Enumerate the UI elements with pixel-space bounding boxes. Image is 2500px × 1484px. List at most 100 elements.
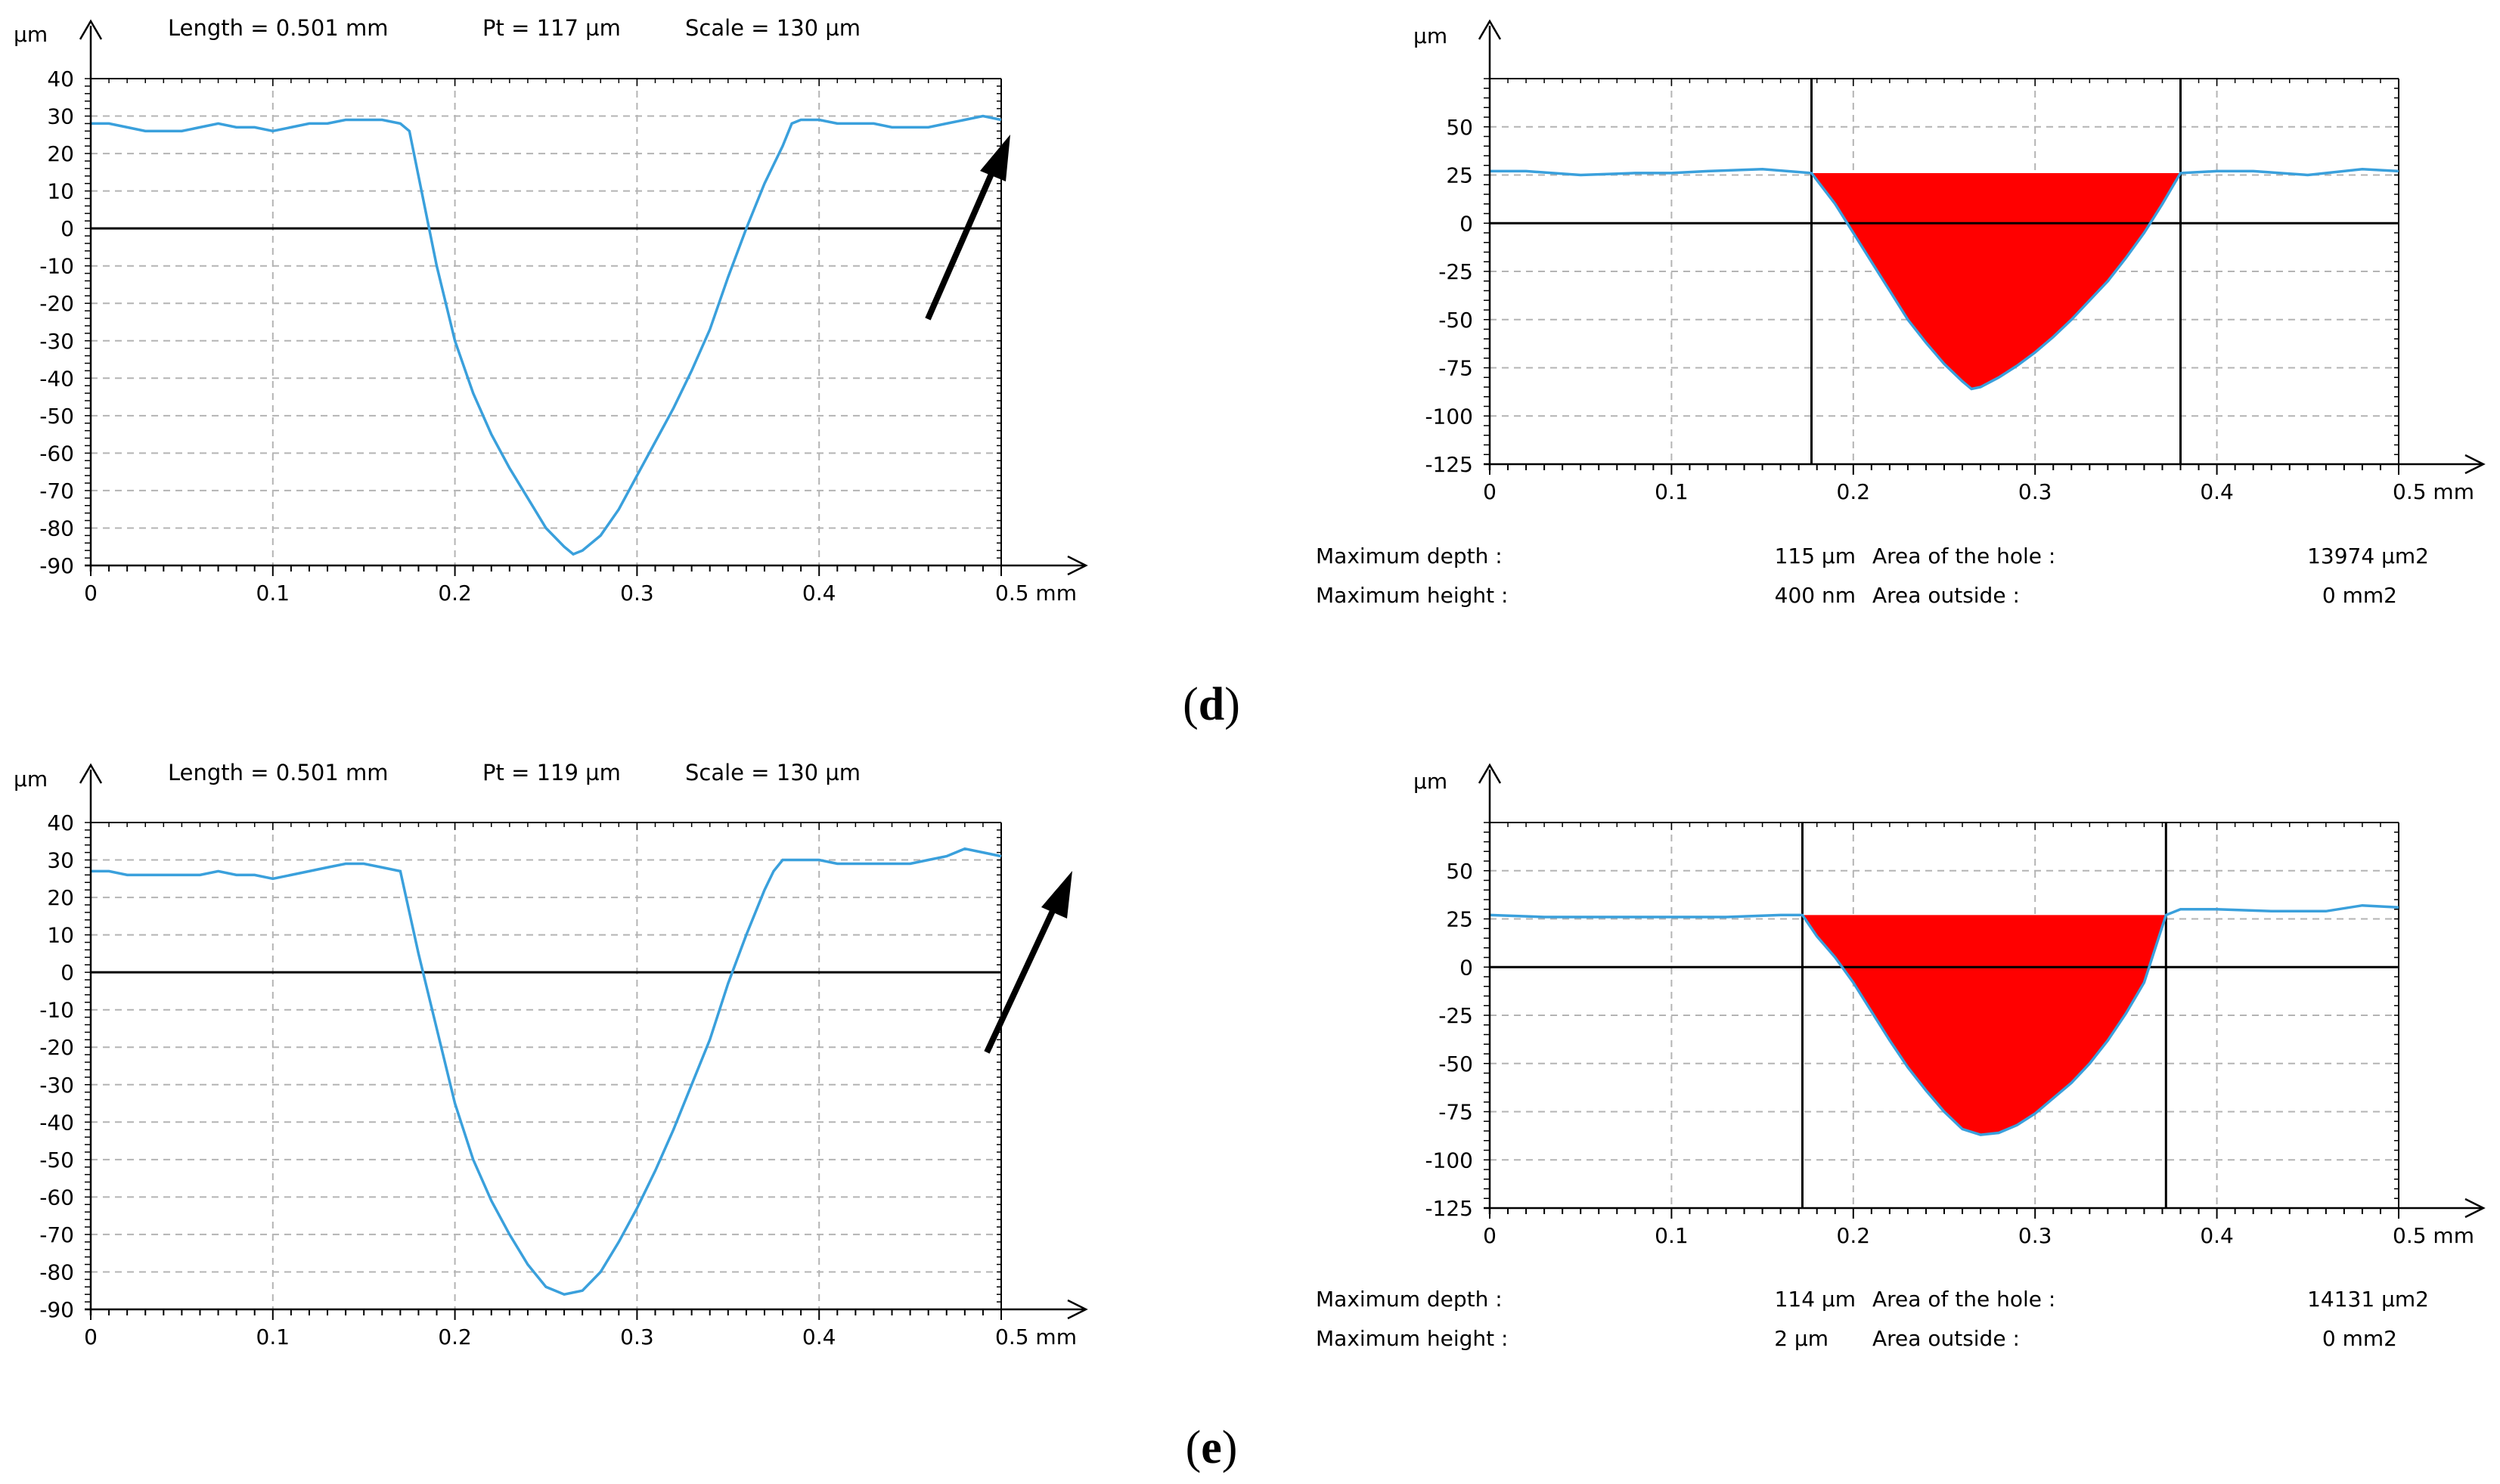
e-right-xtick-label: 0.4 [2200, 1223, 2234, 1248]
d-stat-area-hole-value: 13974 µm2 [2307, 544, 2429, 569]
panel-label-d: (d) [1183, 679, 1240, 730]
d-left-ytick-label: 40 [47, 67, 74, 91]
d-right-ytick-label: 0 [1459, 211, 1473, 236]
d-right-stats: Maximum depth : 115 µm Area of the hole … [1316, 544, 2429, 608]
e-stat-max-height-value: 2 µm [1774, 1326, 1828, 1351]
e-right-profile-line [1489, 903, 2399, 1136]
d-stat-max-height-label: Maximum height : [1316, 583, 1508, 608]
d-right-ytick-label: -100 [1425, 404, 1473, 429]
e-right-stats: Maximum depth : 114 µm Area of the hole … [1316, 1287, 2429, 1351]
d-left-header-pt: Pt = 117 µm [482, 15, 621, 41]
d-left-ytick-label: -90 [39, 553, 74, 578]
d-left-xtick-label: 0.3 [620, 581, 654, 606]
e-left-header-length: Length = 0.501 mm [168, 760, 389, 785]
e-left-ytick-label: -40 [39, 1110, 74, 1135]
e-left-ytick-label: -80 [39, 1259, 74, 1284]
e-stat-area-hole-value: 14131 µm2 [2307, 1287, 2429, 1312]
e-left-xtick-label: 0.2 [438, 1324, 472, 1349]
d-stat-max-depth-label: Maximum depth : [1316, 544, 1503, 569]
e-left-ytick-label: 30 [47, 848, 74, 873]
e-right-ytick-label: 50 [1446, 859, 1473, 884]
d-left-ytick-label: 20 [47, 141, 74, 166]
e-left-ytick-label: 0 [60, 960, 74, 985]
panel-label-e: (e) [1186, 1422, 1238, 1473]
e-stat-max-height-label: Maximum height : [1316, 1326, 1508, 1351]
e-left-profile-line [91, 847, 1002, 1297]
d-right-ytick-label: 50 [1446, 115, 1473, 140]
e-right-hole-area [1802, 915, 2167, 1135]
d-left-xtick-label: 0.2 [438, 581, 472, 606]
e-right-ytick-label: -100 [1425, 1148, 1473, 1173]
d-left-xtick-label: 0.1 [256, 581, 290, 606]
d-left-profile-line [91, 114, 1002, 556]
e-right-x-axis-arrow [2464, 1197, 2486, 1219]
e-right-ylabel: µm [1413, 769, 1447, 794]
d-left-annotation-arrow [925, 135, 1010, 321]
d-stat-area-outside-label: Area outside : [1872, 583, 2020, 608]
d-left-xtick-label: 0.5 mm [995, 581, 1077, 606]
d-left-chart: 0 0.1 0.2 0.3 0.4 0.5 mm 40 30 20 10 0 -10 -20 -30 -40… [39, 19, 1088, 606]
e-left-header-scale: Scale = 130 µm [685, 760, 861, 785]
e-left-xtick-label: 0.1 [256, 1324, 290, 1349]
e-right-ytick-label: -25 [1438, 1003, 1473, 1028]
d-left-header-length: Length = 0.501 mm [168, 15, 389, 41]
e-right-xtick-label: 0.5 mm [2393, 1223, 2474, 1248]
e-left-ytick-label: 40 [47, 810, 74, 835]
e-right-ytick-label: -75 [1438, 1100, 1473, 1125]
d-right-xtick-label: 0.1 [1655, 479, 1689, 504]
d-stat-max-height-value: 400 nm [1775, 583, 1856, 608]
e-right-ytick-label: 25 [1446, 907, 1473, 932]
e-left-ytick-label: -10 [39, 998, 74, 1023]
e-left-x-axis-arrow [1067, 1299, 1088, 1320]
e-left-ytick-label: -50 [39, 1148, 74, 1173]
d-right-ytick-label: 25 [1446, 163, 1473, 188]
d-right-xtick-label: 0.5 mm [2393, 479, 2474, 504]
e-left-ytick-label: 20 [47, 885, 74, 910]
d-left-xtick-label: 0 [84, 581, 98, 606]
d-stat-area-hole-label: Area of the hole : [1872, 544, 2055, 569]
d-left-ytick-label: 10 [47, 179, 74, 204]
e-stat-max-depth-value: 114 µm [1775, 1287, 1856, 1312]
e-left-ytick-label: -70 [39, 1222, 74, 1247]
e-stat-area-outside-label: Area outside : [1872, 1326, 2020, 1351]
e-left-header-pt: Pt = 119 µm [482, 760, 621, 785]
d-right-y-axis-arrow [1478, 19, 1502, 40]
d-right-ytick-label: -75 [1438, 356, 1473, 381]
d-right-profile-line [1490, 168, 2399, 391]
d-left-ytick-label: -40 [39, 366, 74, 391]
e-right-xtick-label: 0.1 [1655, 1223, 1689, 1248]
d-left-xtick-label: 0.4 [802, 581, 836, 606]
d-stat-max-depth-value: 115 µm [1775, 544, 1856, 569]
d-left-x-axis-arrow [1067, 555, 1088, 576]
e-right-ytick-label: 0 [1459, 955, 1473, 980]
d-right-xtick-label: 0 [1483, 479, 1497, 504]
e-left-ytick-label: -60 [39, 1185, 74, 1210]
d-left-ytick-label: -60 [39, 441, 74, 466]
d-left-ytick-label: -50 [39, 404, 74, 429]
e-left-ytick-label: -30 [39, 1073, 74, 1098]
d-left-header-scale: Scale = 130 µm [685, 15, 861, 41]
d-right-ytick-label: -50 [1438, 308, 1473, 333]
e-left-xtick-label: 0.3 [620, 1324, 654, 1349]
d-right-ytick-label: -125 [1425, 452, 1473, 477]
d-left-ytick-label: -10 [39, 254, 74, 279]
d-left-ytick-label: 30 [47, 104, 74, 129]
e-right-ytick-label: -50 [1438, 1052, 1473, 1077]
e-stat-area-hole-label: Area of the hole : [1872, 1287, 2055, 1312]
d-right-ylabel: µm [1413, 23, 1447, 48]
e-stat-area-outside-value: 0 mm2 [2322, 1326, 2397, 1351]
e-left-chart: 0 0.1 0.2 0.3 0.4 0.5 mm 40 30 20 10 0 -10 -20 -30 -40… [39, 763, 1088, 1349]
e-left-ytick-label: -20 [39, 1035, 74, 1060]
d-right-chart: 0 0.1 0.2 0.3 0.4 0.5 mm 50 25 0 -25 -50 -75 -100 -12… [1425, 19, 2486, 504]
e-right-xtick-label: 0 [1483, 1223, 1497, 1248]
d-right-xtick-label: 0.4 [2200, 479, 2234, 504]
d-right-xtick-label: 0.3 [2018, 479, 2052, 504]
e-left-ylabel: µm [14, 767, 48, 792]
e-left-y-axis-arrow [79, 763, 103, 784]
d-left-ytick-label: -70 [39, 479, 74, 503]
e-left-annotation-arrow [984, 871, 1072, 1054]
d-stat-area-outside-value: 0 mm2 [2322, 583, 2397, 608]
d-left-ytick-label: 0 [60, 216, 74, 241]
d-left-ytick-label: -20 [39, 291, 74, 316]
